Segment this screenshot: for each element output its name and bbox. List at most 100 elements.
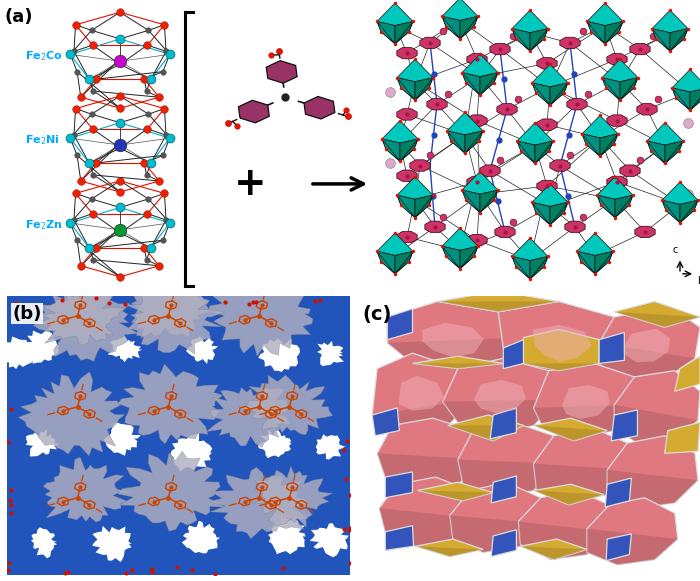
- Polygon shape: [397, 78, 415, 100]
- Polygon shape: [309, 523, 349, 557]
- Polygon shape: [442, 246, 460, 269]
- Polygon shape: [377, 233, 413, 256]
- Polygon shape: [422, 323, 484, 358]
- Polygon shape: [503, 348, 629, 384]
- Polygon shape: [495, 226, 515, 238]
- Polygon shape: [532, 202, 550, 225]
- Polygon shape: [537, 180, 557, 192]
- Polygon shape: [387, 302, 524, 379]
- Polygon shape: [31, 528, 57, 558]
- Polygon shape: [438, 302, 559, 312]
- Polygon shape: [577, 252, 595, 274]
- Polygon shape: [620, 78, 638, 100]
- Polygon shape: [397, 59, 433, 82]
- Polygon shape: [397, 177, 433, 199]
- Polygon shape: [560, 37, 580, 49]
- Polygon shape: [602, 59, 638, 82]
- Polygon shape: [587, 21, 605, 44]
- Polygon shape: [442, 0, 478, 20]
- Polygon shape: [537, 58, 557, 69]
- Polygon shape: [535, 141, 553, 163]
- Polygon shape: [519, 490, 611, 560]
- Polygon shape: [537, 119, 557, 130]
- Polygon shape: [512, 256, 530, 279]
- Polygon shape: [524, 364, 599, 371]
- Polygon shape: [662, 182, 698, 205]
- Polygon shape: [672, 88, 690, 110]
- Polygon shape: [602, 78, 620, 100]
- Polygon shape: [209, 467, 308, 539]
- Polygon shape: [467, 176, 487, 188]
- Polygon shape: [397, 195, 415, 218]
- Polygon shape: [680, 200, 698, 223]
- Polygon shape: [670, 28, 688, 51]
- Polygon shape: [615, 302, 700, 327]
- Polygon shape: [587, 3, 623, 26]
- Polygon shape: [442, 246, 460, 269]
- Polygon shape: [533, 490, 604, 505]
- Polygon shape: [491, 530, 517, 557]
- Polygon shape: [665, 141, 683, 163]
- Polygon shape: [690, 88, 700, 110]
- Polygon shape: [0, 336, 34, 369]
- Polygon shape: [266, 60, 297, 83]
- Polygon shape: [467, 115, 487, 126]
- Polygon shape: [372, 400, 473, 431]
- Polygon shape: [524, 329, 599, 371]
- Polygon shape: [410, 160, 430, 171]
- Polygon shape: [665, 422, 700, 453]
- Polygon shape: [607, 436, 698, 508]
- Polygon shape: [599, 332, 624, 364]
- Polygon shape: [379, 508, 476, 546]
- Polygon shape: [182, 521, 220, 553]
- Polygon shape: [672, 88, 690, 110]
- Polygon shape: [503, 340, 524, 368]
- Polygon shape: [317, 341, 344, 366]
- Polygon shape: [442, 228, 478, 250]
- Polygon shape: [450, 482, 544, 553]
- Polygon shape: [480, 73, 498, 95]
- Polygon shape: [467, 53, 487, 65]
- Polygon shape: [550, 202, 568, 225]
- Polygon shape: [377, 21, 395, 44]
- Polygon shape: [480, 190, 498, 213]
- Polygon shape: [562, 385, 610, 419]
- Polygon shape: [442, 358, 559, 433]
- Polygon shape: [597, 177, 633, 199]
- Polygon shape: [512, 256, 530, 279]
- Polygon shape: [382, 139, 400, 162]
- Polygon shape: [415, 78, 433, 100]
- Polygon shape: [316, 435, 345, 460]
- FancyArrowPatch shape: [313, 178, 363, 190]
- Polygon shape: [416, 539, 483, 557]
- Polygon shape: [395, 21, 413, 44]
- Polygon shape: [417, 490, 494, 501]
- Polygon shape: [597, 195, 615, 218]
- Polygon shape: [550, 83, 568, 105]
- Polygon shape: [415, 195, 433, 218]
- Polygon shape: [36, 282, 125, 345]
- Polygon shape: [465, 131, 483, 153]
- Polygon shape: [595, 252, 613, 274]
- Polygon shape: [532, 202, 550, 225]
- Text: +: +: [234, 165, 266, 203]
- Polygon shape: [597, 195, 615, 218]
- Polygon shape: [615, 371, 700, 443]
- Polygon shape: [382, 139, 400, 162]
- Polygon shape: [490, 408, 517, 439]
- Text: (c): (c): [362, 304, 391, 324]
- Text: Fe$_2$Zn: Fe$_2$Zn: [25, 218, 62, 232]
- Polygon shape: [532, 83, 550, 105]
- Polygon shape: [615, 405, 698, 443]
- Text: c: c: [673, 245, 678, 256]
- Polygon shape: [171, 433, 212, 471]
- Polygon shape: [490, 44, 510, 55]
- Polygon shape: [607, 115, 627, 126]
- Polygon shape: [607, 470, 698, 508]
- Polygon shape: [397, 109, 417, 120]
- Polygon shape: [415, 78, 433, 100]
- Polygon shape: [420, 37, 440, 49]
- Text: b: b: [697, 276, 700, 286]
- Polygon shape: [599, 307, 700, 381]
- Polygon shape: [480, 165, 500, 177]
